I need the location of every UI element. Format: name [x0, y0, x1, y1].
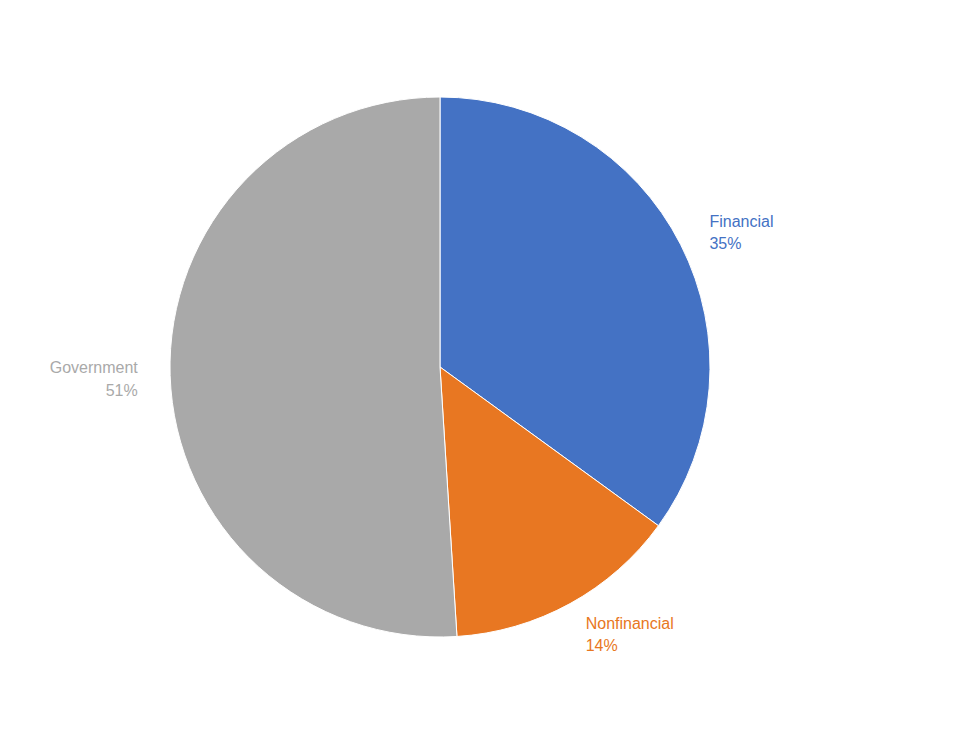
chart-container: Financial 35% Nonfinancial 14% Government 51% [0, 0, 958, 735]
category-label: Nonfinancial [586, 615, 674, 632]
labels: Financial 35% Nonfinancial 14% Government 51% [50, 213, 774, 655]
pie-slice [440, 367, 658, 636]
value-label: 35% [709, 235, 741, 252]
value-label: 51% [106, 382, 138, 399]
slice-label: Financial 35% [709, 213, 773, 252]
slice-label: Government 51% [50, 359, 139, 398]
slice-label: Nonfinancial 14% [586, 615, 674, 654]
page: {"chart_data": {"type": "pie", "categori… [0, 0, 958, 735]
slices [170, 97, 710, 637]
category-label: Government [50, 359, 139, 376]
chart-svg: Financial 35% Nonfinancial 14% Government 51% [0, 0, 958, 735]
category-label: Financial [709, 213, 773, 230]
value-label: 14% [586, 637, 618, 654]
pie-slice [170, 97, 457, 637]
